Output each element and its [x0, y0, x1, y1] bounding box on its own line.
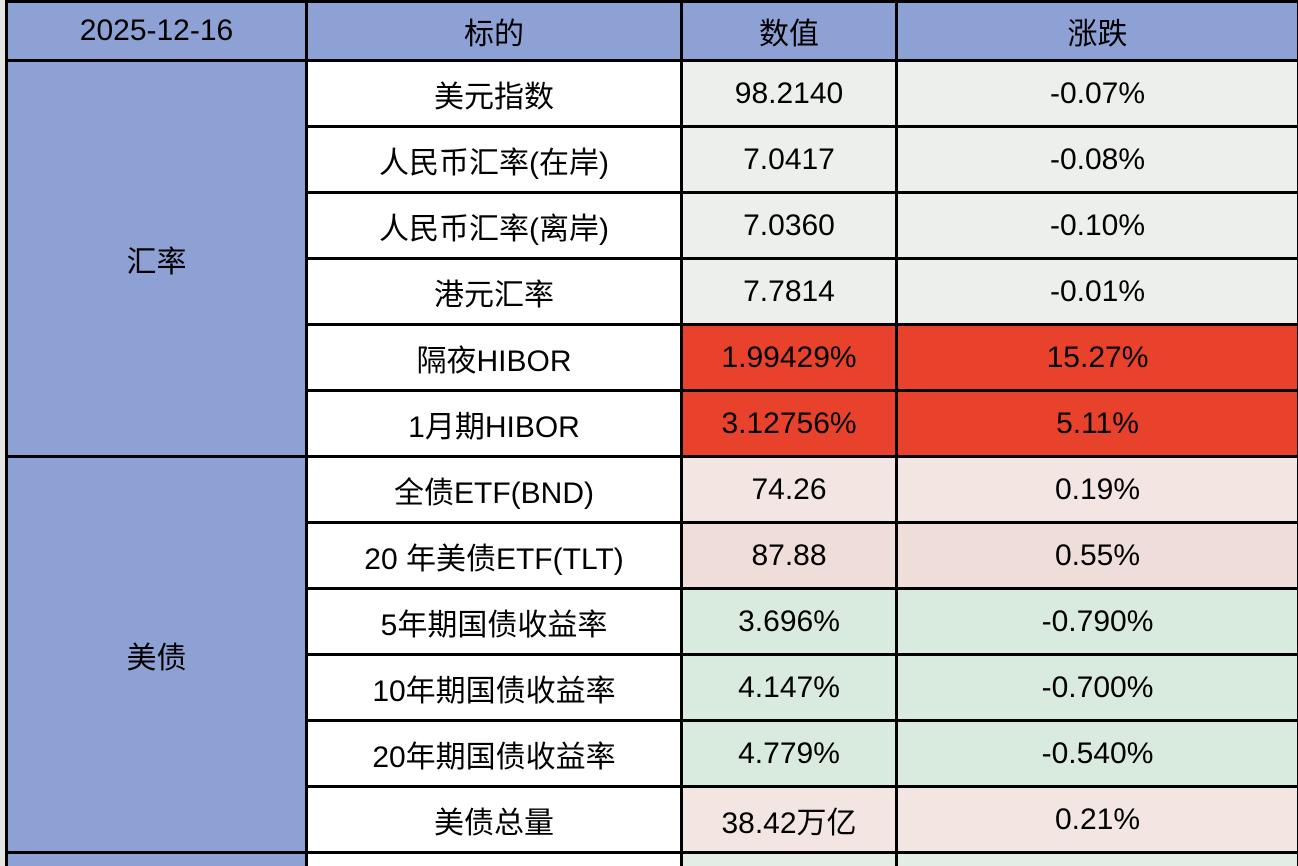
table-row: 人民币汇率(在岸) 7.0417 -0.08%: [7, 125, 1298, 194]
value-cell: 7.0360: [680, 191, 898, 260]
target-cell: 全债ETF(BND): [305, 455, 683, 524]
change-cell: 0.21%: [895, 785, 1298, 854]
header-value-cell: 数值: [680, 0, 898, 62]
header-date-cell: 2025-12-16: [5, 0, 308, 62]
target-cell: 港元汇率: [305, 257, 683, 326]
change-cell: -0.01%: [895, 257, 1298, 326]
target-cell: 美债总量: [305, 785, 683, 854]
table-row: 美债总量 38.42万亿 0.21%: [7, 785, 1298, 854]
change-cell: 5.11%: [895, 389, 1298, 458]
value-cell: 87.88: [680, 521, 898, 590]
table-row: 汇率 美元指数 98.2140 -0.07%: [5, 59, 1298, 458]
table-row: 10年期国债收益率 4.147% -0.700%: [7, 653, 1298, 722]
change-cell: -0.540%: [895, 719, 1298, 788]
target-cell: 20年期国债收益率: [305, 719, 683, 788]
value-cell: 3.696%: [680, 587, 898, 656]
market-data-table: 2025-12-16 标的 数值 涨跌 汇率 美元指数 98.2140 -0.0…: [5, 0, 1298, 866]
target-cell: 1月期HIBOR: [305, 389, 683, 458]
change-cell: 15.27%: [895, 323, 1298, 392]
value-cell: 7.7814: [680, 257, 898, 326]
target-cell: 5年期国债收益率: [305, 587, 683, 656]
target-cell: 美元指数: [305, 59, 683, 128]
change-cell: -0.08%: [895, 125, 1298, 194]
table-row: 人民币汇率(离岸) 7.0360 -0.10%: [7, 191, 1298, 260]
table-row: 20年期国债收益率 4.779% -0.540%: [7, 719, 1298, 788]
value-cell: 98.2140: [680, 59, 898, 128]
table-header-row: 2025-12-16 标的 数值 涨跌: [5, 0, 1298, 62]
table-row-partial: [5, 851, 1298, 866]
value-cell: 4.147%: [680, 653, 898, 722]
section-cell-next: [5, 851, 308, 866]
section-cell-us-treasury: 美债: [5, 455, 308, 854]
section-cell-exchange-rate: 汇率: [5, 59, 308, 458]
table-row: 20 年美债ETF(TLT) 87.88 0.55%: [7, 521, 1298, 590]
table-row: 港元汇率 7.7814 -0.01%: [7, 257, 1298, 326]
target-cell: 20 年美债ETF(TLT): [305, 521, 683, 590]
value-cell: 3.12756%: [680, 389, 898, 458]
change-cell: [895, 851, 1298, 866]
table-row: 5年期国债收益率 3.696% -0.790%: [7, 587, 1298, 656]
value-cell: 1.99429%: [680, 323, 898, 392]
change-cell: -0.10%: [895, 191, 1298, 260]
target-cell: 人民币汇率(离岸): [305, 191, 683, 260]
value-cell: 74.26: [680, 455, 898, 524]
header-target-cell: 标的: [305, 0, 683, 62]
table-row: 美债 全债ETF(BND) 74.26 0.19%: [5, 455, 1298, 854]
change-cell: -0.700%: [895, 653, 1298, 722]
header-change-cell: 涨跌: [895, 0, 1298, 62]
table-row: 隔夜HIBOR 1.99429% 15.27%: [7, 323, 1298, 392]
table-row: 1月期HIBOR 3.12756% 5.11%: [7, 389, 1298, 458]
change-cell: -0.07%: [895, 59, 1298, 128]
change-cell: -0.790%: [895, 587, 1298, 656]
value-cell: 7.0417: [680, 125, 898, 194]
value-cell: 4.779%: [680, 719, 898, 788]
change-cell: 0.55%: [895, 521, 1298, 590]
target-cell: 隔夜HIBOR: [305, 323, 683, 392]
target-cell: 10年期国债收益率: [305, 653, 683, 722]
target-cell: 人民币汇率(在岸): [305, 125, 683, 194]
change-cell: 0.19%: [895, 455, 1298, 524]
value-cell: [680, 851, 898, 866]
value-cell: 38.42万亿: [680, 785, 898, 854]
target-cell: [305, 851, 683, 866]
